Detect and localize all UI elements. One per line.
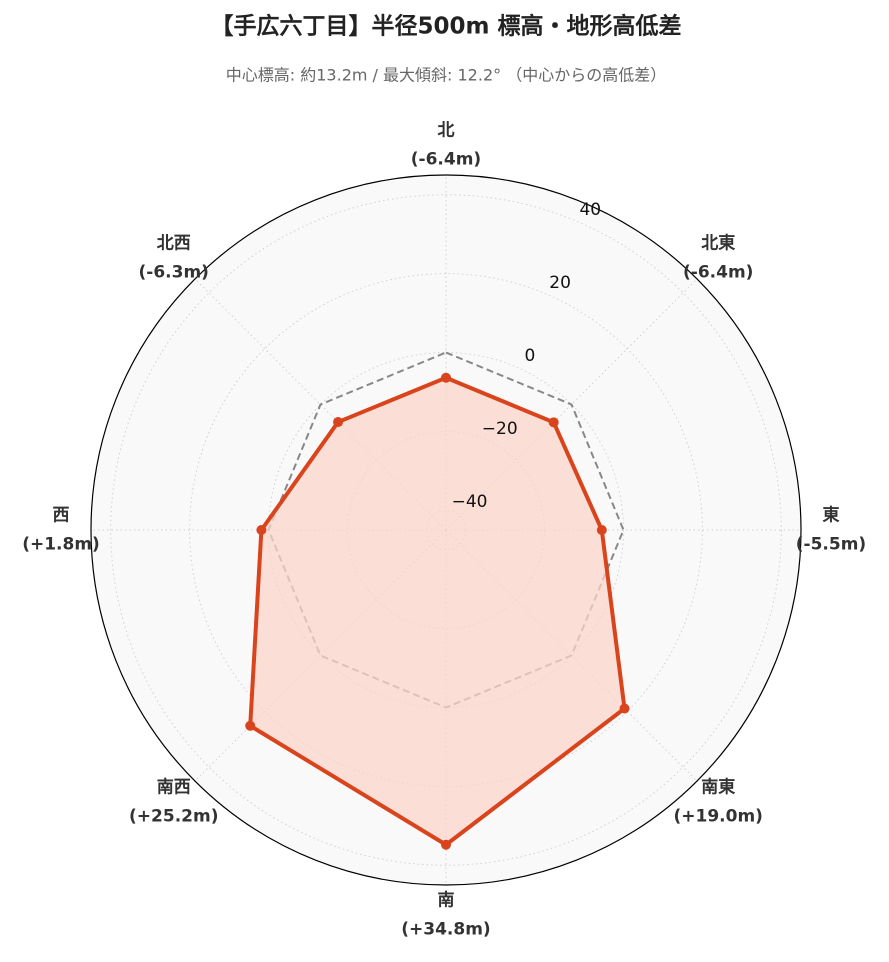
data-point — [619, 703, 630, 714]
r-tick-label: 20 — [549, 273, 571, 293]
category-label: 東 — [823, 505, 840, 526]
data-point — [596, 525, 607, 535]
data-point — [245, 720, 256, 731]
chart-title: 【手広六丁目】半径500m 標高・地形高低差 — [211, 13, 682, 40]
value-label: (-5.5m) — [796, 535, 866, 555]
value-label: (-6.3m) — [139, 262, 209, 282]
r-tick-label: −20 — [482, 419, 518, 439]
value-label: (-6.4m) — [411, 150, 481, 170]
category-label: 北 — [438, 121, 455, 141]
r-tick-label: −40 — [452, 492, 488, 512]
grid-circle — [189, 273, 703, 787]
category-label: 南 — [438, 890, 455, 911]
grid-circle — [268, 352, 624, 708]
grid-circle — [110, 194, 782, 866]
value-label: (+34.8m) — [401, 920, 490, 940]
data-point — [548, 417, 559, 428]
category-label: 北東 — [701, 232, 735, 253]
r-tick-label: 0 — [525, 346, 536, 366]
category-label: 北西 — [157, 233, 191, 253]
value-label: (+19.0m) — [674, 807, 763, 827]
data-point — [256, 525, 267, 535]
category-label: 西 — [53, 506, 70, 526]
category-label: 南東 — [701, 777, 735, 798]
value-label: (-6.4m) — [683, 262, 753, 282]
data-point — [333, 417, 344, 428]
value-label: (+1.8m) — [22, 535, 100, 555]
chart-subtitle: 中心標高: 約13.2m / 最大傾斜: 12.2° （中心からの高低差） — [226, 66, 666, 85]
r-tick-label: 40 — [579, 200, 601, 220]
data-point — [441, 839, 451, 850]
data-point — [441, 372, 451, 383]
value-label: (+25.2m) — [129, 807, 218, 827]
category-label: 南西 — [157, 777, 191, 798]
plot-border — [90, 174, 802, 886]
